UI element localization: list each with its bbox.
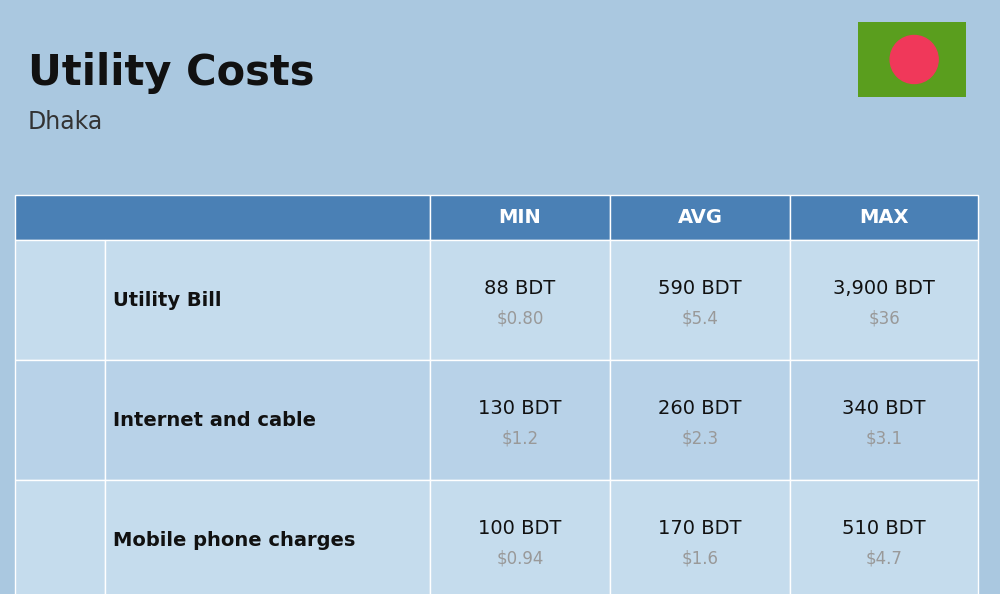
Bar — [610, 195, 790, 240]
Text: $0.80: $0.80 — [496, 309, 544, 327]
Text: $1.2: $1.2 — [501, 429, 539, 447]
Text: 100 BDT: 100 BDT — [478, 519, 562, 538]
Bar — [15, 195, 430, 240]
Text: $2.3: $2.3 — [681, 429, 719, 447]
Bar — [610, 360, 790, 480]
Text: 3,900 BDT: 3,900 BDT — [833, 279, 935, 298]
Bar — [430, 360, 610, 480]
Text: 88 BDT: 88 BDT — [484, 279, 556, 298]
Bar — [790, 195, 978, 240]
Bar — [430, 195, 610, 240]
Text: Dhaka: Dhaka — [28, 110, 103, 134]
Bar — [790, 480, 978, 594]
Bar — [15, 480, 105, 594]
Bar — [610, 240, 790, 360]
Bar — [15, 240, 105, 360]
Bar — [105, 240, 430, 360]
Bar — [790, 240, 978, 360]
Text: $0.94: $0.94 — [496, 549, 544, 567]
Text: 170 BDT: 170 BDT — [658, 519, 742, 538]
Text: $4.7: $4.7 — [866, 549, 902, 567]
Text: $3.1: $3.1 — [865, 429, 903, 447]
Text: $1.6: $1.6 — [682, 549, 718, 567]
Bar — [105, 360, 430, 480]
Text: 260 BDT: 260 BDT — [658, 399, 742, 418]
Text: MIN: MIN — [499, 208, 541, 227]
Bar — [105, 480, 430, 594]
Ellipse shape — [890, 36, 938, 84]
Text: 340 BDT: 340 BDT — [842, 399, 926, 418]
Text: 130 BDT: 130 BDT — [478, 399, 562, 418]
Text: Utility Bill: Utility Bill — [113, 290, 222, 309]
Bar — [610, 480, 790, 594]
Bar — [430, 480, 610, 594]
Text: Internet and cable: Internet and cable — [113, 410, 316, 429]
Bar — [15, 360, 105, 480]
Text: $5.4: $5.4 — [682, 309, 718, 327]
Bar — [790, 360, 978, 480]
Text: Mobile phone charges: Mobile phone charges — [113, 530, 355, 549]
Text: 510 BDT: 510 BDT — [842, 519, 926, 538]
Text: $36: $36 — [868, 309, 900, 327]
Text: AVG: AVG — [678, 208, 722, 227]
Text: Utility Costs: Utility Costs — [28, 52, 314, 94]
Text: 590 BDT: 590 BDT — [658, 279, 742, 298]
Text: MAX: MAX — [859, 208, 909, 227]
Bar — [430, 240, 610, 360]
Bar — [858, 22, 966, 97]
